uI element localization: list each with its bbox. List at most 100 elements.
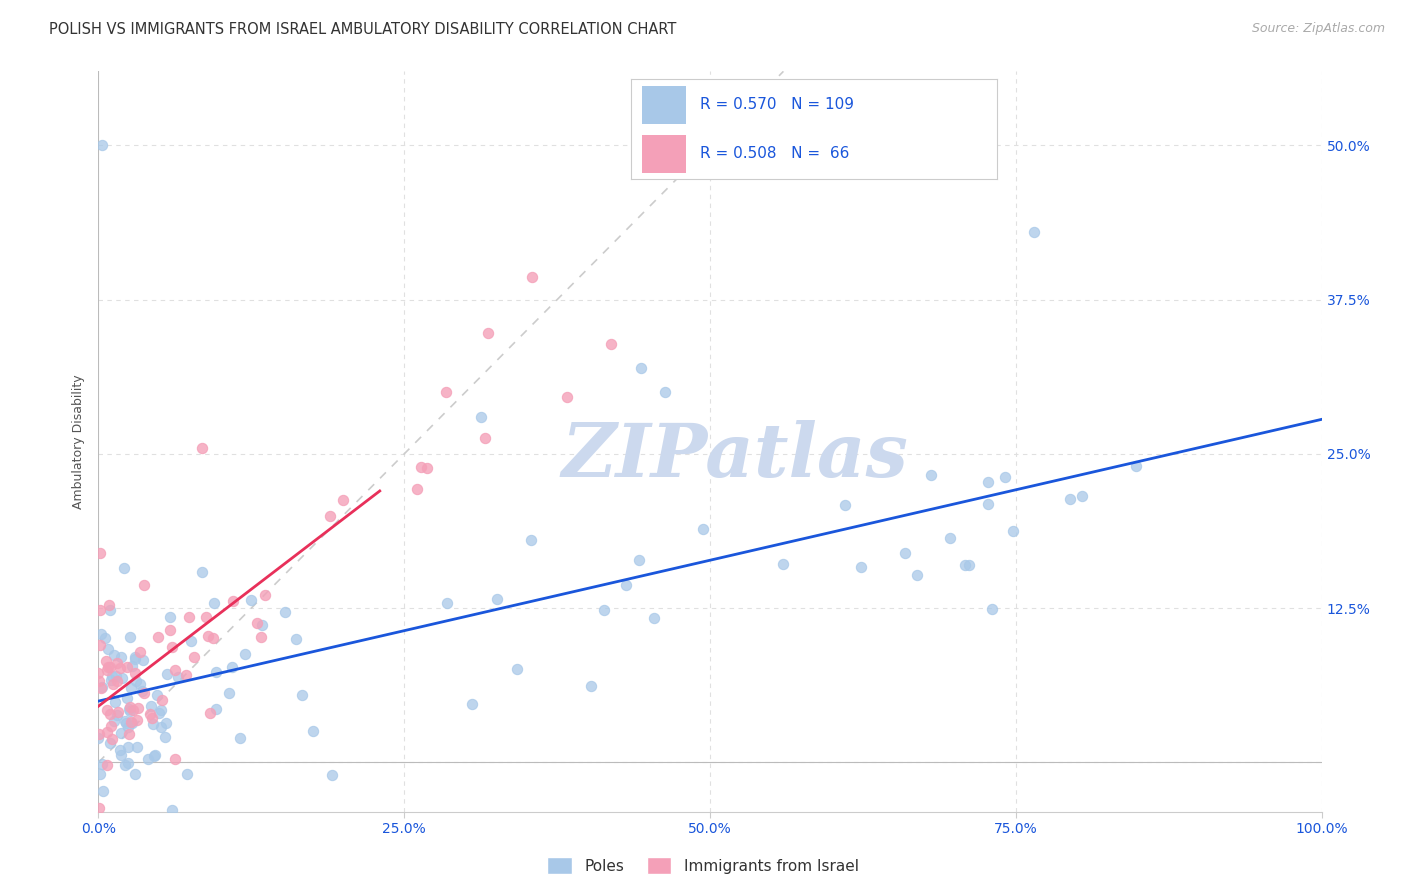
Point: [156, 667, 179, 681]
Point: [332, 492, 354, 507]
Point: [129, 677, 152, 691]
Point: [117, 756, 139, 770]
Point: [165, 752, 187, 766]
Point: [202, 596, 225, 610]
Point: [894, 546, 917, 560]
Text: Source: ZipAtlas.com: Source: ZipAtlas.com: [1251, 22, 1385, 36]
Point: [436, 596, 458, 610]
Point: [920, 468, 942, 483]
Point: [117, 720, 139, 734]
Point: [96, 757, 118, 772]
Point: [148, 706, 170, 721]
Point: [87, 731, 110, 745]
Point: [89, 639, 111, 653]
Point: [485, 592, 508, 607]
Point: [1002, 524, 1025, 538]
Point: [111, 671, 134, 685]
Point: [205, 701, 228, 715]
Point: [90, 681, 112, 695]
Point: [98, 598, 121, 612]
Point: [108, 743, 131, 757]
Point: [136, 752, 159, 766]
Point: [994, 470, 1017, 484]
Y-axis label: Ambulatory Disability: Ambulatory Disability: [72, 375, 86, 508]
Point: [599, 337, 621, 351]
Point: [145, 688, 167, 702]
Point: [204, 665, 226, 680]
Point: [474, 431, 496, 445]
Point: [87, 727, 110, 741]
Point: [103, 648, 125, 662]
Point: [905, 567, 928, 582]
Point: [91, 138, 114, 153]
Point: [202, 631, 225, 645]
Point: [477, 326, 499, 341]
Point: [191, 565, 214, 579]
Point: [321, 768, 343, 782]
Point: [520, 533, 543, 548]
Point: [614, 578, 637, 592]
Point: [132, 685, 155, 699]
Point: [405, 482, 427, 496]
Point: [89, 603, 111, 617]
Point: [654, 385, 676, 400]
Point: [162, 640, 184, 654]
Point: [120, 715, 142, 730]
Point: [141, 711, 163, 725]
Point: [115, 660, 138, 674]
Point: [100, 673, 122, 688]
Point: [87, 801, 110, 815]
Point: [131, 684, 153, 698]
Point: [124, 652, 146, 666]
Point: [416, 461, 439, 475]
Point: [101, 677, 124, 691]
Point: [114, 715, 136, 730]
Point: [118, 699, 141, 714]
Point: [955, 558, 977, 572]
Point: [643, 611, 665, 625]
Point: [91, 784, 114, 798]
Point: [939, 531, 962, 545]
Point: [125, 673, 148, 688]
Point: [98, 603, 121, 617]
Point: [167, 670, 190, 684]
Point: [89, 673, 111, 688]
Point: [301, 723, 323, 738]
Point: [98, 706, 121, 721]
Point: [980, 602, 1002, 616]
Point: [114, 714, 136, 728]
Point: [105, 656, 128, 670]
Point: [90, 681, 112, 695]
Point: [222, 594, 245, 608]
Point: [630, 360, 652, 375]
Point: [122, 703, 145, 717]
Point: [246, 615, 269, 630]
Point: [96, 703, 118, 717]
Point: [252, 618, 274, 632]
Point: [114, 560, 136, 574]
Point: [120, 681, 142, 696]
Point: [274, 605, 297, 619]
Text: POLISH VS IMMIGRANTS FROM ISRAEL AMBULATORY DISABILITY CORRELATION CHART: POLISH VS IMMIGRANTS FROM ISRAEL AMBULAT…: [49, 22, 676, 37]
Point: [976, 498, 998, 512]
Point: [100, 669, 122, 683]
Point: [117, 740, 139, 755]
Point: [134, 577, 156, 591]
Point: [149, 703, 172, 717]
Point: [115, 691, 138, 706]
Point: [254, 588, 277, 602]
Point: [129, 645, 152, 659]
Point: [180, 634, 202, 648]
Point: [1071, 489, 1094, 503]
Point: [110, 725, 132, 739]
Point: [155, 716, 177, 731]
Point: [153, 730, 176, 744]
Point: [284, 632, 307, 647]
Point: [120, 704, 142, 718]
Point: [96, 724, 118, 739]
Point: [555, 390, 578, 404]
Point: [239, 592, 262, 607]
Point: [1024, 225, 1046, 239]
Point: [159, 624, 181, 638]
Point: [125, 713, 148, 727]
